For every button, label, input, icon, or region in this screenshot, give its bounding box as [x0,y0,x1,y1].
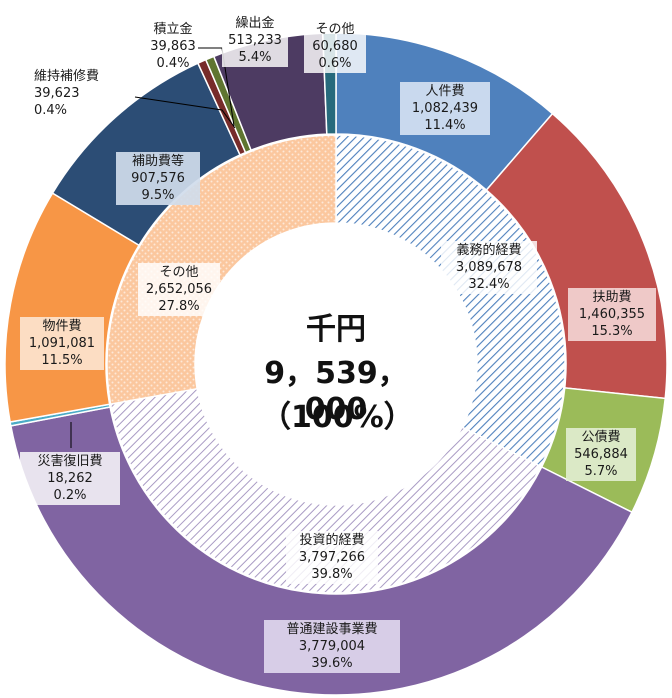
label-value: 1,091,081 [28,336,96,351]
label-value: 3,797,266 [298,550,366,565]
label-name: その他 [159,265,199,280]
inner-slice-0 [335,134,566,468]
label-name: 補助費等 [131,154,184,169]
label-name: 人件費 [425,84,465,99]
label-name: 義務的経費 [456,243,522,258]
label-pct: 39.8% [311,567,353,582]
label-value: 1,082,439 [411,101,479,116]
label-personnel: 人件費 1,082,439 11.4% [400,82,490,135]
donut-hole [195,223,477,505]
label-transfers: 繰出金 513,233 5.4% [222,14,288,67]
label-pct: 0.6% [318,56,352,71]
label-value: 1,460,355 [578,307,646,322]
label-name: 投資的経費 [299,533,365,548]
label-name: 災害復旧費 [37,454,103,469]
label-value: 513,233 [228,33,282,48]
label-pct: 39.6% [311,656,353,671]
label-mandatory: 義務的経費 3,089,678 32.4% [441,241,537,294]
label-value: 39,863 [150,39,196,54]
label-name: 積立金 [153,22,193,37]
label-outer-other: その他 60,680 0.6% [304,20,366,73]
label-inner-other: その他 2,652,056 27.8% [138,263,220,316]
label-value: 2,652,056 [145,282,213,297]
label-pct: 27.8% [158,299,200,314]
label-welfare: 扶助費 1,460,355 15.3% [568,288,656,341]
label-disaster: 災害復旧費 18,262 0.2% [20,452,120,505]
label-name: 繰出金 [235,16,275,31]
label-value: 546,884 [574,447,628,462]
label-value: 907,576 [131,171,185,186]
label-subsidies: 補助費等 907,576 9.5% [116,152,200,205]
label-investment: 投資的経費 3,797,266 39.8% [286,531,378,584]
label-value: 3,779,004 [298,639,366,654]
leader-line-maintenance [134,96,236,129]
label-pct: 0.4% [34,103,68,118]
center-percent: （100%） [261,400,414,435]
label-maintenance: 維持補修費 39,623 0.4% [30,67,134,120]
label-value: 39,623 [34,86,80,101]
label-name: 普通建設事業費 [286,622,378,637]
label-value: 3,089,678 [455,260,523,275]
outer-ring [4,32,668,696]
label-reserve: 積立金 39,863 0.4% [142,20,204,73]
label-pct: 5.7% [584,464,618,479]
label-value: 18,262 [47,471,93,486]
label-pct: 15.3% [591,324,633,339]
label-name: 公債費 [581,430,621,445]
label-pct: 0.2% [53,488,87,503]
inner-ring [106,134,566,594]
label-name: 扶助費 [592,290,632,305]
label-value: 60,680 [312,39,358,54]
outer-slice-3 [9,406,633,696]
label-debt: 公債費 546,884 5.7% [566,428,636,481]
center-total: 9，539，000 [264,356,408,427]
label-pct: 0.4% [156,56,190,71]
label-name: 物件費 [42,319,82,334]
label-pct: 32.4% [468,277,510,292]
label-construction: 普通建設事業費 3,779,004 39.6% [264,620,400,673]
center-unit: 千円 [306,312,366,347]
label-name: 維持補修費 [34,69,100,84]
label-goods: 物件費 1,091,081 11.5% [20,317,104,370]
label-pct: 11.5% [41,353,83,368]
label-pct: 11.4% [424,118,466,133]
label-pct: 5.4% [238,50,272,65]
label-name: その他 [315,22,355,37]
label-pct: 9.5% [141,188,175,203]
